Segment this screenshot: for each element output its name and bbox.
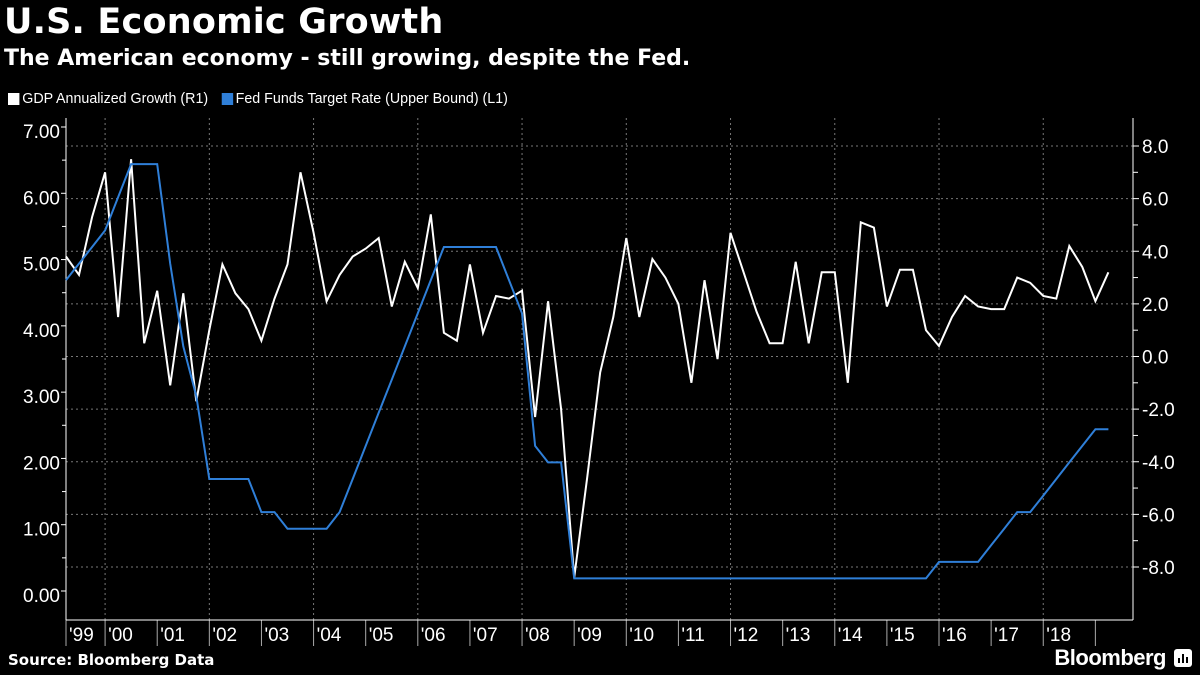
x-axis-tick-label: '12 [734,625,759,646]
bloomberg-logo: Bloomberg [1054,645,1192,671]
left-axis-tick-label: 7.00 [23,122,60,143]
x-axis-tick-label: '16 [942,625,967,646]
right-axis-tick-label: -2.0 [1142,400,1175,421]
x-axis-tick-label: '14 [838,625,863,646]
right-axis-tick-label: 4.0 [1142,242,1168,263]
legend: GDP Annualized Growth (R1) Fed Funds Tar… [8,90,508,107]
x-axis-tick-label: '00 [108,625,133,646]
right-axis-tick-label: 0.0 [1142,348,1168,369]
x-axis-tick-label: '17 [994,625,1019,646]
right-axis-tick-label: 6.0 [1142,190,1168,211]
chart-subtitle: The American economy - still growing, de… [4,46,691,71]
right-axis-tick-label: -4.0 [1142,453,1175,474]
x-axis-tick-label: '04 [317,625,342,646]
right-axis-tick-label: -8.0 [1142,558,1175,579]
x-axis-tick-label: '06 [421,625,446,646]
left-axis-tick-label: 3.00 [23,387,60,408]
right-axis-tick-label: 2.0 [1142,295,1168,316]
right-axis-tick-label: -6.0 [1142,505,1175,526]
legend-swatch-fed-funds [221,92,233,105]
source-note: Source: Bloomberg Data [8,651,215,669]
left-axis-tick-label: 5.00 [23,255,60,276]
x-axis-tick-label: '08 [525,625,550,646]
left-axis-tick-label: 0.00 [23,586,60,607]
x-axis-tick-label: '10 [629,625,654,646]
x-axis-tick-label: '18 [1046,625,1071,646]
legend-label-fed-funds: Fed Funds Target Rate (Upper Bound) (L1) [235,90,508,107]
legend-label-gdp: GDP Annualized Growth (R1) [22,90,209,107]
x-axis-tick-label: '99 [69,625,94,646]
x-axis-tick-label: '15 [890,625,915,646]
x-axis-tick-label: '05 [369,625,394,646]
x-axis-tick-label: '07 [473,625,498,646]
x-axis-tick-label: '03 [264,625,289,646]
left-axis-tick-label: 2.00 [23,453,60,474]
x-axis-tick-label: '09 [577,625,602,646]
left-axis-tick-label: 1.00 [23,520,60,541]
legend-item-fed-funds: Fed Funds Target Rate (Upper Bound) (L1) [221,90,508,107]
x-axis-tick-label: '11 [681,625,704,646]
right-axis-tick-label: 8.0 [1142,137,1168,158]
legend-swatch-gdp [8,92,20,105]
chart-title: U.S. Economic Growth [4,2,444,42]
x-axis-tick-label: '02 [212,625,237,646]
left-axis-tick-label: 4.00 [23,321,60,342]
left-axis-tick-label: 6.00 [23,188,60,209]
logo-text: Bloomberg [1054,645,1166,670]
series-line-fed-funds-rate [65,163,1109,580]
x-axis-tick-label: '13 [786,625,811,646]
legend-item-gdp: GDP Annualized Growth (R1) [8,90,208,107]
x-axis-tick-label: '01 [160,625,185,646]
bloomberg-chart-icon [1174,649,1192,667]
